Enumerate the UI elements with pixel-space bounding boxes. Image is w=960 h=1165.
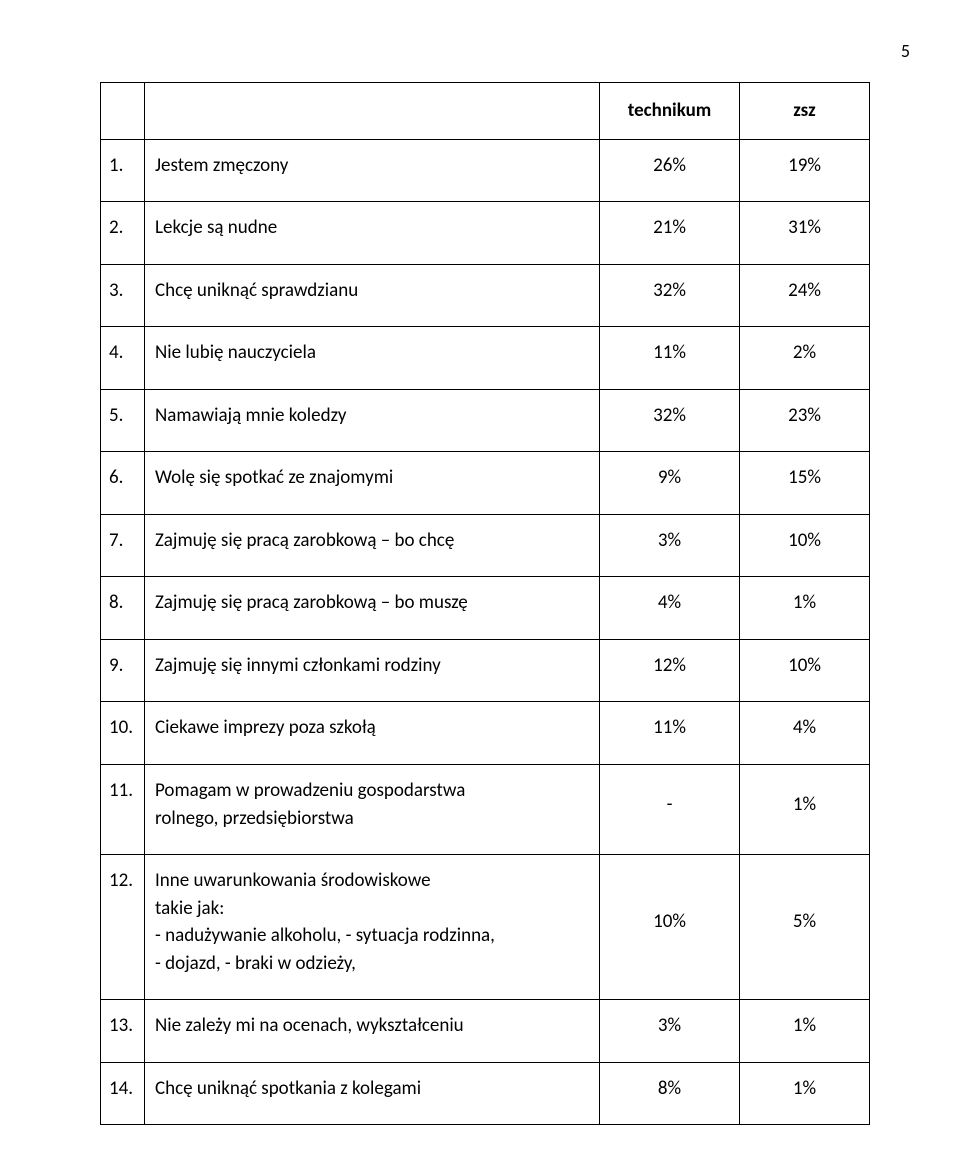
row-label: Zajmuję się pracą zarobkową – bo chcę [145, 514, 600, 577]
row-value: 12% [600, 639, 740, 702]
table-row: 12. Inne uwarunkowania środowiskowe taki… [101, 855, 870, 1000]
row-value: 23% [740, 389, 870, 452]
row-value: 26% [600, 139, 740, 202]
row-label-line: - dojazd, - braki w odzieży, [155, 950, 589, 978]
table-row: 9. Zajmuję się innymi członkami rodziny … [101, 639, 870, 702]
row-label: Nie zależy mi na ocenach, wykształceniu [145, 1000, 600, 1063]
row-label: Jestem zmęczony [145, 139, 600, 202]
row-number: 9. [101, 639, 145, 702]
row-value: 3% [600, 1000, 740, 1063]
table-row: 13. Nie zależy mi na ocenach, wykształce… [101, 1000, 870, 1063]
row-label: Zajmuję się pracą zarobkową – bo muszę [145, 577, 600, 640]
row-value: 9% [600, 452, 740, 515]
row-label: Namawiają mnie koledzy [145, 389, 600, 452]
row-value: 10% [740, 639, 870, 702]
row-label-line: Inne uwarunkowania środowiskowe [155, 867, 589, 895]
table-row: 14. Chcę uniknąć spotkania z kolegami 8%… [101, 1062, 870, 1125]
row-value: 5% [740, 855, 870, 1000]
table-row: 6. Wolę się spotkać ze znajomymi 9% 15% [101, 452, 870, 515]
row-value: 11% [600, 327, 740, 390]
row-number: 12. [101, 855, 145, 1000]
row-value: 1% [740, 765, 870, 855]
row-number: 5. [101, 389, 145, 452]
row-number: 2. [101, 202, 145, 265]
header-col-2: zsz [740, 83, 870, 140]
row-value: 4% [600, 577, 740, 640]
row-label-line: Pomagam w prowadzeniu gospodarstwa [155, 777, 589, 805]
table-row: 8. Zajmuję się pracą zarobkową – bo musz… [101, 577, 870, 640]
header-blank-label [145, 83, 600, 140]
row-value: 32% [600, 389, 740, 452]
row-label: Lekcje są nudne [145, 202, 600, 265]
row-value: 21% [600, 202, 740, 265]
data-table: technikum zsz 1. Jestem zmęczony 26% 19%… [100, 82, 870, 1125]
row-value: 2% [740, 327, 870, 390]
row-value: 24% [740, 264, 870, 327]
table-row: 5. Namawiają mnie koledzy 32% 23% [101, 389, 870, 452]
table-row: 7. Zajmuję się pracą zarobkową – bo chcę… [101, 514, 870, 577]
row-value: 1% [740, 1062, 870, 1125]
row-value: 4% [740, 702, 870, 765]
row-label-line: rolnego, przedsiębiorstwa [155, 805, 589, 833]
row-value: 11% [600, 702, 740, 765]
table-row: 2. Lekcje są nudne 21% 31% [101, 202, 870, 265]
table-header-row: technikum zsz [101, 83, 870, 140]
table-row: 3. Chcę uniknąć sprawdzianu 32% 24% [101, 264, 870, 327]
row-value: 1% [740, 577, 870, 640]
row-number: 8. [101, 577, 145, 640]
table-row: 11. Pomagam w prowadzeniu gospodarstwa r… [101, 765, 870, 855]
header-col-1: technikum [600, 83, 740, 140]
row-number: 10. [101, 702, 145, 765]
row-value: 1% [740, 1000, 870, 1063]
row-label: Pomagam w prowadzeniu gospodarstwa rolne… [145, 765, 600, 855]
row-label-line: - nadużywanie alkoholu, - sytuacja rodzi… [155, 922, 589, 950]
page-number: 5 [100, 40, 910, 62]
row-value: 3% [600, 514, 740, 577]
table-row: 4. Nie lubię nauczyciela 11% 2% [101, 327, 870, 390]
row-number: 11. [101, 765, 145, 855]
row-number: 6. [101, 452, 145, 515]
row-value: 31% [740, 202, 870, 265]
row-value: 10% [600, 855, 740, 1000]
row-value: 8% [600, 1062, 740, 1125]
row-value: 32% [600, 264, 740, 327]
row-number: 3. [101, 264, 145, 327]
row-label: Inne uwarunkowania środowiskowe takie ja… [145, 855, 600, 1000]
row-number: 14. [101, 1062, 145, 1125]
row-value: 15% [740, 452, 870, 515]
row-label-line: takie jak: [155, 895, 589, 923]
row-label: Ciekawe imprezy poza szkołą [145, 702, 600, 765]
row-label: Nie lubię nauczyciela [145, 327, 600, 390]
table-row: 10. Ciekawe imprezy poza szkołą 11% 4% [101, 702, 870, 765]
row-value: - [600, 765, 740, 855]
row-value: 10% [740, 514, 870, 577]
row-number: 13. [101, 1000, 145, 1063]
table-row: 1. Jestem zmęczony 26% 19% [101, 139, 870, 202]
row-label: Wolę się spotkać ze znajomymi [145, 452, 600, 515]
row-label: Chcę uniknąć sprawdzianu [145, 264, 600, 327]
row-number: 4. [101, 327, 145, 390]
row-value: 19% [740, 139, 870, 202]
row-label: Zajmuję się innymi członkami rodziny [145, 639, 600, 702]
row-number: 7. [101, 514, 145, 577]
header-blank-num [101, 83, 145, 140]
row-number: 1. [101, 139, 145, 202]
row-label: Chcę uniknąć spotkania z kolegami [145, 1062, 600, 1125]
